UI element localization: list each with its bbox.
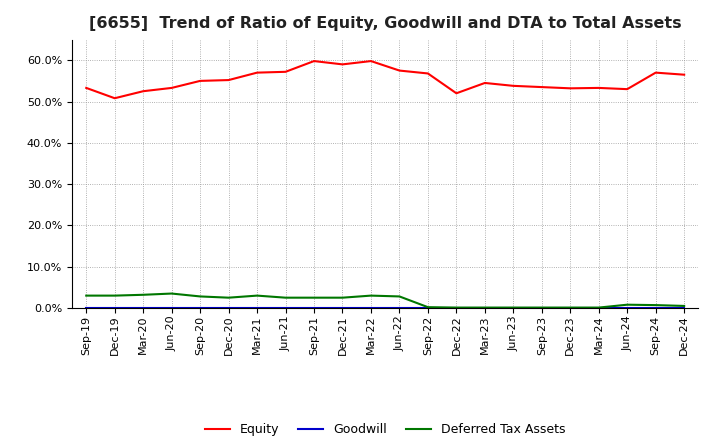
Equity — [225, 77, 233, 83]
Legend: Equity, Goodwill, Deferred Tax Assets: Equity, Goodwill, Deferred Tax Assets — [200, 418, 570, 440]
Deferred Tax Assets — [652, 302, 660, 308]
Line: Equity: Equity — [86, 61, 684, 98]
Equity — [566, 86, 575, 91]
Deferred Tax Assets — [595, 305, 603, 310]
Equity — [338, 62, 347, 67]
Deferred Tax Assets — [480, 305, 489, 310]
Goodwill — [566, 305, 575, 311]
Goodwill — [167, 305, 176, 311]
Deferred Tax Assets — [282, 295, 290, 301]
Goodwill — [395, 305, 404, 311]
Equity — [509, 83, 518, 88]
Equity — [282, 69, 290, 74]
Equity — [652, 70, 660, 75]
Deferred Tax Assets — [509, 305, 518, 310]
Deferred Tax Assets — [338, 295, 347, 301]
Deferred Tax Assets — [366, 293, 375, 298]
Deferred Tax Assets — [196, 294, 204, 299]
Goodwill — [423, 305, 432, 311]
Goodwill — [480, 305, 489, 311]
Goodwill — [139, 305, 148, 311]
Deferred Tax Assets — [139, 292, 148, 297]
Equity — [253, 70, 261, 75]
Equity — [480, 81, 489, 86]
Goodwill — [282, 305, 290, 311]
Goodwill — [623, 305, 631, 311]
Goodwill — [196, 305, 204, 311]
Equity — [82, 85, 91, 91]
Deferred Tax Assets — [253, 293, 261, 298]
Equity — [366, 59, 375, 64]
Goodwill — [110, 305, 119, 311]
Goodwill — [652, 305, 660, 311]
Equity — [196, 78, 204, 84]
Deferred Tax Assets — [623, 302, 631, 307]
Equity — [680, 72, 688, 77]
Goodwill — [680, 305, 688, 311]
Deferred Tax Assets — [225, 295, 233, 301]
Title: [6655]  Trend of Ratio of Equity, Goodwill and DTA to Total Assets: [6655] Trend of Ratio of Equity, Goodwil… — [89, 16, 682, 32]
Goodwill — [452, 305, 461, 311]
Equity — [395, 68, 404, 73]
Deferred Tax Assets — [452, 305, 461, 310]
Equity — [139, 88, 148, 94]
Deferred Tax Assets — [110, 293, 119, 298]
Equity — [595, 85, 603, 91]
Deferred Tax Assets — [423, 304, 432, 310]
Goodwill — [366, 305, 375, 311]
Goodwill — [82, 305, 91, 311]
Equity — [537, 84, 546, 90]
Goodwill — [225, 305, 233, 311]
Equity — [423, 71, 432, 76]
Line: Deferred Tax Assets: Deferred Tax Assets — [86, 293, 684, 308]
Goodwill — [253, 305, 261, 311]
Equity — [623, 87, 631, 92]
Deferred Tax Assets — [82, 293, 91, 298]
Goodwill — [509, 305, 518, 311]
Equity — [110, 95, 119, 101]
Deferred Tax Assets — [310, 295, 318, 301]
Goodwill — [595, 305, 603, 311]
Goodwill — [338, 305, 347, 311]
Deferred Tax Assets — [680, 303, 688, 308]
Equity — [310, 59, 318, 64]
Deferred Tax Assets — [395, 294, 404, 299]
Deferred Tax Assets — [566, 305, 575, 310]
Goodwill — [310, 305, 318, 311]
Deferred Tax Assets — [537, 305, 546, 310]
Equity — [452, 91, 461, 96]
Deferred Tax Assets — [167, 291, 176, 296]
Goodwill — [537, 305, 546, 311]
Equity — [167, 85, 176, 91]
